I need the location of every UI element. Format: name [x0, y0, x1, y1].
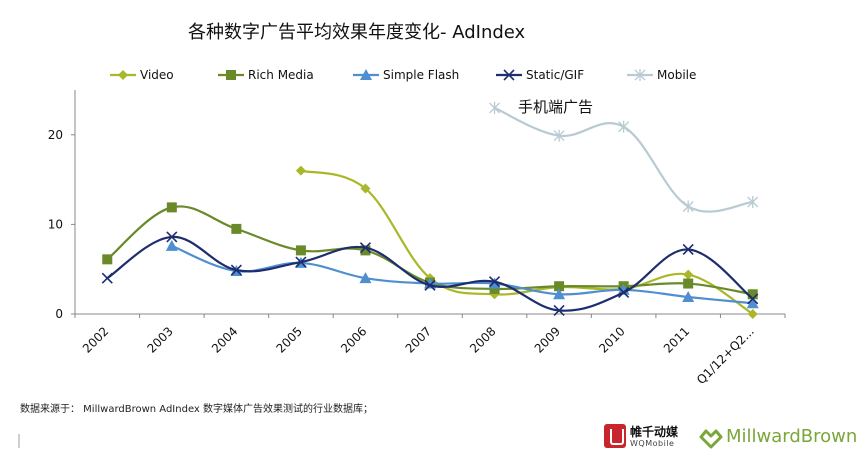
- data-point: [747, 309, 758, 319]
- x-tick-label: 2004: [209, 324, 240, 355]
- series-static-gif: [101, 231, 759, 316]
- data-point: [295, 256, 307, 268]
- series-line: [300, 169, 754, 315]
- legend-swatch-marker: [118, 70, 128, 80]
- legend-label: Simple Flash: [383, 68, 459, 82]
- data-point: [747, 196, 759, 208]
- data-point: [553, 129, 565, 142]
- data-point: [683, 278, 694, 289]
- data-point: [360, 183, 371, 194]
- y-tick-label: 10: [48, 217, 63, 231]
- data-point: [295, 245, 306, 256]
- legend-item: Static/GIF: [496, 68, 584, 82]
- x-tick-label: 2011: [661, 324, 692, 355]
- data-point: [101, 272, 113, 284]
- data-point: [553, 304, 565, 316]
- data-point: [746, 297, 759, 309]
- legend-swatch-marker: [226, 70, 236, 80]
- chart-title: 各种数字广告平均效果年度变化- AdIndex: [188, 22, 526, 43]
- data-point: [166, 231, 178, 243]
- legend-item: Rich Media: [218, 68, 314, 82]
- data-point: [230, 264, 242, 276]
- x-tick-label: 2007: [403, 324, 434, 355]
- legend-item: Simple Flash: [353, 68, 459, 82]
- data-point: [424, 279, 436, 291]
- data-point: [554, 281, 565, 292]
- data-point: [295, 165, 306, 176]
- wqmobile-logo: 帷千动媒 WQMobile: [604, 422, 700, 452]
- series-mobile: [489, 101, 759, 213]
- legend-swatch-marker: [360, 69, 372, 80]
- x-tick-label: 2009: [532, 324, 563, 355]
- data-point: [360, 245, 371, 256]
- mobile-annotation: 手机端广告: [518, 98, 593, 116]
- data-point: [683, 269, 694, 280]
- legend-label: Rich Media: [248, 68, 314, 82]
- legend-item: Video: [110, 68, 174, 82]
- legend-item: Mobile: [627, 68, 696, 82]
- data-point: [165, 239, 178, 251]
- x-tick-label: 2006: [338, 324, 369, 355]
- source-note: 数据来源于： MillwardBrown AdIndex 数字媒体广告效果测试的…: [20, 404, 374, 415]
- data-point: [359, 242, 372, 254]
- millwardbrown-logo: MillwardBrown: [698, 424, 858, 452]
- data-point: [618, 286, 630, 299]
- data-point: [102, 254, 113, 265]
- millwardbrown-logo-icon: [699, 429, 723, 449]
- x-tick-label: 2002: [80, 324, 111, 355]
- legend-swatch-marker: [503, 69, 515, 81]
- data-point: [682, 200, 694, 213]
- data-point: [682, 243, 694, 256]
- data-point: [489, 283, 500, 294]
- series-line: [171, 244, 753, 305]
- data-point: [231, 223, 242, 234]
- millwardbrown-logo-text: MillwardBrown: [726, 426, 858, 447]
- wqmobile-logo-icon: [604, 424, 626, 448]
- data-point: [747, 289, 758, 300]
- data-point: [359, 272, 372, 284]
- data-point: [747, 293, 759, 305]
- x-tick-label: 2008: [467, 324, 498, 355]
- data-point: [489, 101, 501, 114]
- data-point: [553, 288, 566, 300]
- corner-mark: [18, 434, 20, 448]
- legend-label: Static/GIF: [526, 68, 584, 82]
- data-point: [166, 202, 177, 213]
- legend-label: Video: [140, 68, 174, 82]
- x-tick-label: 2005: [274, 324, 305, 355]
- data-point: [488, 276, 501, 288]
- y-tick-label: 0: [55, 307, 63, 321]
- wqmobile-logo-cn: 帷千动媒: [630, 425, 679, 439]
- x-tick-label: 2010: [596, 324, 627, 355]
- legend-label: Mobile: [657, 68, 696, 82]
- wqmobile-logo-en: WQMobile: [630, 439, 675, 448]
- x-tick-label: 2003: [144, 324, 175, 355]
- data-point: [618, 120, 630, 133]
- x-tick-label: Q1/12+Q2...: [694, 324, 757, 387]
- data-point: [682, 290, 695, 302]
- y-tick-label: 20: [48, 128, 63, 142]
- legend-swatch-marker: [634, 69, 646, 81]
